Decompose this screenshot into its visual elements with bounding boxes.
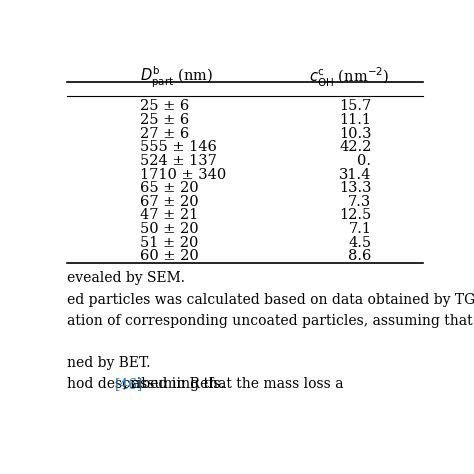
Text: [46]: [46]	[115, 377, 143, 391]
Text: 0.: 0.	[357, 154, 372, 168]
Text: hod described in Refs.: hod described in Refs.	[66, 377, 229, 391]
Text: 15.7: 15.7	[339, 100, 372, 113]
Text: 25 ± 6: 25 ± 6	[140, 100, 189, 113]
Text: 13.3: 13.3	[339, 181, 372, 195]
Text: ned by BET.: ned by BET.	[66, 356, 150, 370]
Text: 60 ± 20: 60 ± 20	[140, 249, 199, 263]
Text: 7.1: 7.1	[348, 222, 372, 236]
Text: evealed by SEM.: evealed by SEM.	[66, 272, 184, 285]
Text: 27 ± 6: 27 ± 6	[140, 127, 189, 141]
Text: 8.6: 8.6	[348, 249, 372, 263]
Text: , assuming that the mass loss a: , assuming that the mass loss a	[123, 377, 344, 391]
Text: 11.1: 11.1	[339, 113, 372, 127]
Text: 47 ± 21: 47 ± 21	[140, 209, 198, 222]
Text: 10.3: 10.3	[339, 127, 372, 141]
Text: 50 ± 20: 50 ± 20	[140, 222, 199, 236]
Text: 67 ± 20: 67 ± 20	[140, 195, 199, 209]
Text: 7.3: 7.3	[348, 195, 372, 209]
Text: 31.4: 31.4	[339, 167, 372, 182]
Text: 1710 ± 340: 1710 ± 340	[140, 167, 226, 182]
Text: 555 ± 146: 555 ± 146	[140, 140, 217, 154]
Text: 42.2: 42.2	[339, 140, 372, 154]
Text: 12.5: 12.5	[339, 209, 372, 222]
Text: 51 ± 20: 51 ± 20	[140, 236, 199, 250]
Text: 25 ± 6: 25 ± 6	[140, 113, 189, 127]
Text: $D_\mathrm{part}^\mathrm{b}$ (nm): $D_\mathrm{part}^\mathrm{b}$ (nm)	[140, 64, 213, 90]
Text: $c_\mathrm{OH}^\mathrm{c}$ (nm$^{-2}$): $c_\mathrm{OH}^\mathrm{c}$ (nm$^{-2}$)	[309, 65, 389, 89]
Text: ation of corresponding uncoated particles, assuming that: ation of corresponding uncoated particle…	[66, 314, 472, 328]
Text: 4.5: 4.5	[348, 236, 372, 250]
Text: ed particles was calculated based on data obtained by TG. Th: ed particles was calculated based on dat…	[66, 292, 474, 307]
Text: 65 ± 20: 65 ± 20	[140, 181, 199, 195]
Text: 524 ± 137: 524 ± 137	[140, 154, 217, 168]
